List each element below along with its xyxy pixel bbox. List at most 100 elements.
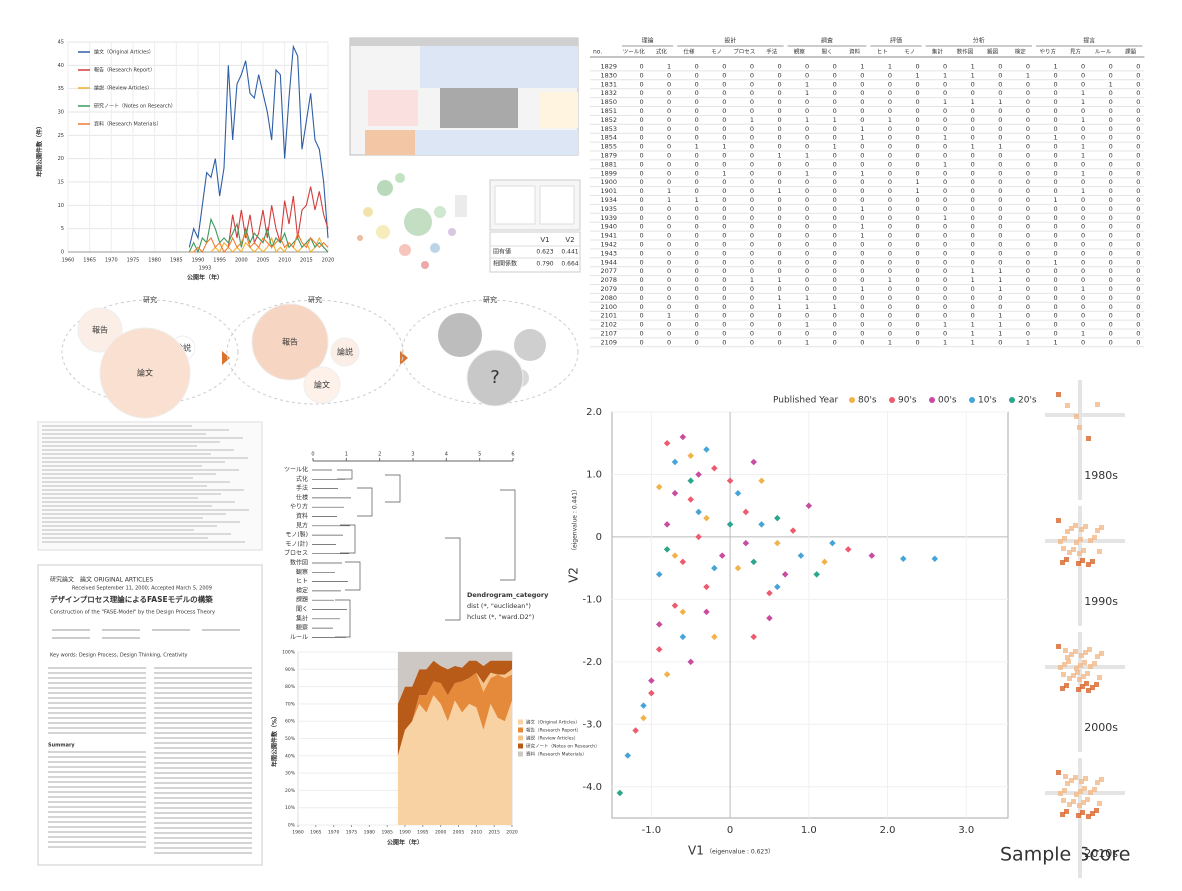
- x-tick-label: 2010: [278, 258, 291, 264]
- density-cell: [1095, 528, 1100, 533]
- table-cell: 0: [1081, 62, 1085, 70]
- density-cell: [1075, 670, 1080, 675]
- table-cell: 0: [971, 89, 975, 97]
- table-cell: 0: [1136, 267, 1140, 275]
- table-cell: 0: [805, 205, 809, 213]
- table-cell: 0: [722, 205, 726, 213]
- table-cell: 1: [915, 71, 919, 79]
- table-cell: 0: [833, 258, 837, 266]
- table-cell: 0: [1109, 223, 1113, 231]
- table-cell: 1: [915, 187, 919, 195]
- table-cell: 0: [943, 62, 947, 70]
- table-cell: 0: [639, 151, 643, 159]
- table-cell: 0: [695, 134, 699, 142]
- table-cell: 0: [639, 312, 643, 320]
- legend-label: 10's: [978, 396, 997, 406]
- table-cell: 0: [639, 258, 643, 266]
- table-cell: 0: [722, 125, 726, 133]
- table-cell: 0: [722, 151, 726, 159]
- scatter-point: [774, 514, 781, 522]
- table-cell: 1: [1081, 116, 1085, 124]
- decade-label: 2000s: [1084, 721, 1118, 734]
- area-series: [397, 672, 512, 756]
- table-cell: 0: [805, 196, 809, 204]
- table-cell: 0: [1053, 205, 1057, 213]
- table-cell: 0: [1136, 240, 1140, 248]
- table-cell: 0: [1081, 240, 1085, 248]
- scatter-point: [679, 633, 687, 641]
- table-cell: 0: [722, 303, 726, 311]
- table-cell: 0: [639, 116, 643, 124]
- table-cell: 0: [722, 116, 726, 124]
- table-cell: 0: [1136, 205, 1140, 213]
- table-cell: 0: [777, 267, 781, 275]
- decade-label: 2010s: [1084, 847, 1118, 860]
- leaf-label: 資料: [296, 512, 308, 520]
- row-number: 1850: [600, 98, 617, 106]
- table-cell: 0: [888, 285, 892, 293]
- scatter-point: [695, 508, 702, 516]
- density-cell: [1069, 778, 1074, 783]
- table-cell: 0: [750, 187, 754, 195]
- density-cell: [1077, 803, 1082, 808]
- table-cell: 1: [805, 338, 809, 346]
- table-cell: 0: [722, 71, 726, 79]
- table-cell: 0: [998, 116, 1002, 124]
- table-cell: 0: [915, 276, 919, 284]
- table-cell: 0: [860, 329, 864, 337]
- density-cell: [1077, 425, 1082, 430]
- x-tick-label: 2015: [488, 830, 500, 836]
- density-cell: [1086, 688, 1091, 693]
- table-cell: 0: [667, 143, 671, 151]
- stats-thumbnail: [489, 179, 581, 231]
- density-cell: [1069, 652, 1074, 657]
- y-axis-label: 年間公開件数（件）: [36, 123, 44, 177]
- table-cell: 0: [722, 321, 726, 329]
- column-header: プロセス: [733, 49, 755, 56]
- table-cell: 0: [915, 62, 919, 70]
- table-cell: 0: [1053, 80, 1057, 88]
- table-cell: 0: [1053, 107, 1057, 115]
- legend-swatch: [518, 751, 523, 757]
- column-header: 鍛図: [987, 48, 999, 56]
- table-cell: 0: [1081, 294, 1085, 302]
- dendrogram-link: [337, 469, 353, 480]
- density-cell: [1085, 797, 1090, 802]
- leaf-label: 観察: [296, 568, 308, 576]
- table-cell: 0: [695, 178, 699, 186]
- row-number: 1855: [600, 143, 617, 151]
- table-cell: 0: [1026, 196, 1030, 204]
- table-cell: 0: [888, 267, 892, 275]
- table-cell: 1: [805, 294, 809, 302]
- table-cell: 0: [1109, 214, 1113, 222]
- density-cell: [1090, 811, 1095, 816]
- density-cell: [1080, 558, 1085, 563]
- x-tick-label: 1975: [346, 830, 358, 836]
- density-cell: [1058, 665, 1063, 670]
- concept-circle: [77, 307, 123, 353]
- table-cell: 0: [695, 329, 699, 337]
- table-cell: 1: [1081, 98, 1085, 106]
- concept-boundary: [61, 299, 239, 405]
- leaf-label: 仕様: [296, 493, 308, 501]
- table-cell: 0: [971, 196, 975, 204]
- table-cell: 0: [667, 107, 671, 115]
- x-tick-label: 1995: [417, 830, 429, 836]
- table-cell: 0: [1109, 249, 1113, 257]
- scatter-point: [734, 564, 742, 572]
- table-cell: 1: [805, 321, 809, 329]
- row-number: 1881: [600, 160, 617, 168]
- table-cell: 0: [1081, 214, 1085, 222]
- table-cell: 0: [943, 232, 947, 240]
- arrow: [222, 351, 230, 365]
- table-cell: 0: [998, 258, 1002, 266]
- concept-outer: 研究: [143, 295, 157, 304]
- table-cell: 0: [805, 276, 809, 284]
- table-cell: 0: [943, 258, 947, 266]
- table-cell: 0: [888, 178, 892, 186]
- table-cell: 0: [750, 107, 754, 115]
- table-cell: 0: [805, 232, 809, 240]
- table-cell: 0: [777, 169, 781, 177]
- network-thumbnail: [357, 173, 467, 269]
- group-header: 提言: [1083, 37, 1095, 45]
